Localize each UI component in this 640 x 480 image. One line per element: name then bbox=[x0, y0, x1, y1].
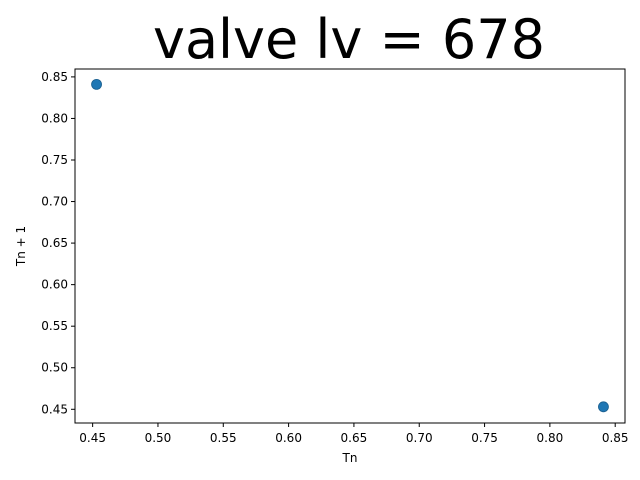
y-tick-label: 0.75 bbox=[41, 153, 68, 167]
x-tick-label: 0.50 bbox=[145, 431, 172, 445]
scatter-point bbox=[598, 401, 609, 413]
y-axis-ticks: 0.45 0.50 0.55 0.60 0.65 0.70 0.75 0.80 0.85 bbox=[41, 70, 75, 416]
x-tick-label: 0.70 bbox=[406, 431, 433, 445]
x-tick-label: 0.85 bbox=[602, 431, 629, 445]
y-tick-label: 0.60 bbox=[41, 278, 68, 292]
plot-area bbox=[75, 69, 625, 423]
x-tick-label: 0.45 bbox=[79, 431, 106, 445]
y-tick-label: 0.45 bbox=[41, 402, 68, 416]
y-tick-label: 0.50 bbox=[41, 361, 68, 375]
scatter-point bbox=[91, 78, 102, 90]
x-axis-ticks: 0.45 0.50 0.55 0.60 0.65 0.70 0.75 0.80 0.85 bbox=[79, 423, 629, 445]
y-tick-label: 0.70 bbox=[41, 195, 68, 209]
chart-title: valve lv = 678 bbox=[153, 8, 545, 71]
x-tick-label: 0.60 bbox=[275, 431, 302, 445]
data-points bbox=[91, 78, 609, 413]
y-tick-label: 0.55 bbox=[41, 319, 68, 333]
x-axis-label: Tn bbox=[342, 451, 358, 465]
y-tick-label: 0.85 bbox=[41, 70, 68, 84]
x-tick-label: 0.55 bbox=[210, 431, 237, 445]
plot-frame bbox=[74, 68, 626, 424]
y-tick-label: 0.80 bbox=[41, 111, 68, 125]
y-axis-label: Tn + 1 bbox=[14, 226, 28, 267]
x-tick-label: 0.80 bbox=[537, 431, 564, 445]
y-tick-label: 0.65 bbox=[41, 236, 68, 250]
x-tick-label: 0.65 bbox=[341, 431, 368, 445]
x-tick-label: 0.75 bbox=[471, 431, 498, 445]
